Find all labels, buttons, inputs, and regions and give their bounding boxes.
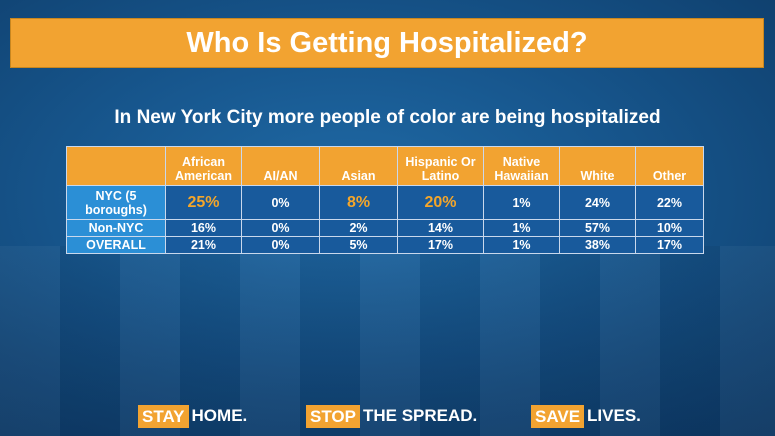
row-label: Non-NYC [66, 219, 166, 237]
slogan-highlight: SAVE [531, 404, 585, 428]
table-cell: 25% [165, 185, 242, 220]
table-cell: 24% [559, 185, 636, 220]
header-cell-african-american: African American [165, 146, 242, 186]
table-cell: 0% [241, 185, 320, 220]
page-title: Who Is Getting Hospitalized? [186, 26, 588, 59]
table-cell: 21% [165, 236, 242, 254]
header-cell-blank [66, 146, 166, 186]
table-cell: 8% [319, 185, 398, 220]
table-cell: 17% [397, 236, 484, 254]
subtitle: In New York City more people of color ar… [114, 107, 661, 128]
table-cell: 0% [241, 236, 320, 254]
footer-slogan-stop-spread: STOP THE SPREAD. [306, 404, 477, 428]
table-cell: 1% [483, 219, 560, 237]
slogan-highlight: STAY [138, 404, 189, 428]
table-cell: 22% [635, 185, 704, 220]
slogan-text: THE SPREAD. [362, 406, 478, 425]
table-cell: 14% [397, 219, 484, 237]
table-cell: 1% [483, 236, 560, 254]
table-cell: 5% [319, 236, 398, 254]
header-cell-native-hawaiian: Native Hawaiian [483, 146, 560, 186]
table-header-row: African American AI/AN Asian Hispanic Or… [66, 146, 704, 186]
table-row: NYC (5 boroughs) 25% 0% 8% 20% 1% 24% 22… [66, 185, 704, 220]
header-cell-ai-an: AI/AN [241, 146, 320, 186]
table-cell: 16% [165, 219, 242, 237]
table-cell: 1% [483, 185, 560, 220]
header-cell-hispanic: Hispanic Or Latino [397, 146, 484, 186]
table-row: OVERALL 21% 0% 5% 17% 1% 38% 17% [66, 236, 704, 254]
slogan-text: LIVES. [587, 406, 641, 425]
slogan-text: HOME. [191, 406, 248, 425]
row-label: OVERALL [66, 236, 166, 254]
hospitalization-table: African American AI/AN Asian Hispanic Or… [66, 146, 704, 254]
slogan-highlight: STOP [306, 404, 360, 428]
row-label: NYC (5 boroughs) [66, 185, 166, 220]
footer-slogan-save-lives: SAVE LIVES. [531, 404, 641, 428]
header-cell-white: White [559, 146, 636, 186]
title-banner: Who Is Getting Hospitalized? [10, 18, 764, 68]
footer-slogan-stay-home: STAY HOME. [138, 404, 247, 428]
table-cell: 10% [635, 219, 704, 237]
table-cell: 0% [241, 219, 320, 237]
header-cell-asian: Asian [319, 146, 398, 186]
table-cell: 20% [397, 185, 484, 220]
table-cell: 38% [559, 236, 636, 254]
table-cell: 17% [635, 236, 704, 254]
header-cell-other: Other [635, 146, 704, 186]
table-row: Non-NYC 16% 0% 2% 14% 1% 57% 10% [66, 219, 704, 237]
table-cell: 2% [319, 219, 398, 237]
table-cell: 57% [559, 219, 636, 237]
